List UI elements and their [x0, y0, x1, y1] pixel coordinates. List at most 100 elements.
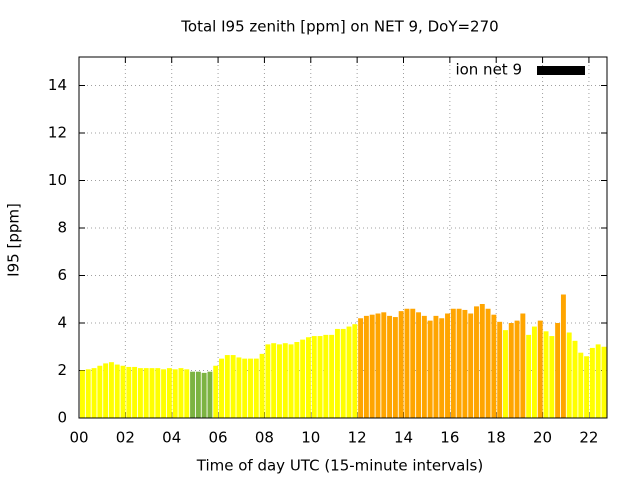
- bar: [334, 328, 340, 418]
- bar: [589, 347, 595, 418]
- bar: [387, 315, 393, 418]
- x-tick-label: 10: [301, 429, 320, 447]
- bar: [358, 318, 364, 418]
- y-tick-label: 6: [57, 266, 67, 284]
- y-tick-label: 2: [57, 361, 67, 379]
- bar: [549, 336, 555, 418]
- bar: [346, 326, 352, 418]
- bar: [97, 365, 103, 418]
- y-tick-label: 10: [48, 171, 67, 189]
- bar: [474, 306, 479, 418]
- bar: [398, 311, 404, 418]
- x-tick-label: 04: [162, 429, 181, 447]
- bar: [572, 340, 578, 418]
- bar: [578, 352, 584, 418]
- legend-label: ion net 9: [455, 61, 522, 79]
- bar: [323, 334, 329, 418]
- y-axis-label: I95 [ppm]: [5, 203, 23, 277]
- x-tick-label: 18: [487, 429, 506, 447]
- bar: [503, 330, 508, 418]
- bar: [468, 313, 474, 418]
- bar: [340, 328, 346, 418]
- y-tick-label: 14: [48, 76, 67, 94]
- bar: [242, 358, 248, 418]
- bar: [445, 313, 450, 418]
- bar: [497, 321, 503, 418]
- x-tick-label: 22: [579, 429, 598, 447]
- bar: [190, 371, 196, 418]
- bar: [288, 344, 294, 418]
- bar: [259, 353, 265, 418]
- bar: [514, 320, 520, 418]
- bar: [421, 315, 427, 418]
- bar: [143, 368, 149, 418]
- bar: [375, 313, 381, 418]
- bar: [560, 294, 566, 418]
- bar: [363, 315, 369, 418]
- bar: [555, 323, 561, 418]
- bar: [520, 313, 526, 418]
- bar: [178, 368, 184, 418]
- bar: [410, 308, 416, 418]
- y-tick-label: 4: [57, 314, 67, 332]
- bar: [253, 358, 259, 418]
- plot-frame: [78, 56, 608, 419]
- bar: [433, 315, 439, 418]
- bar: [479, 304, 485, 418]
- x-tick-label: 00: [69, 429, 88, 447]
- bar: [236, 357, 242, 418]
- bar: [213, 365, 219, 418]
- bar: [85, 369, 91, 418]
- bar: [491, 314, 497, 418]
- bar: [132, 366, 138, 418]
- bar: [126, 366, 132, 418]
- bar: [537, 320, 543, 418]
- bar: [485, 308, 491, 418]
- x-tick-label: 16: [440, 429, 459, 447]
- bar: [601, 346, 607, 418]
- bar: [149, 368, 155, 418]
- y-tick-label: 8: [57, 219, 67, 237]
- bar: [265, 344, 271, 418]
- bar: [91, 368, 97, 418]
- bar: [137, 368, 143, 418]
- bar: [584, 356, 590, 418]
- y-tick-label: 0: [57, 409, 67, 427]
- bar: [161, 369, 167, 418]
- bar: [271, 343, 277, 418]
- bar: [392, 317, 398, 418]
- bar: [427, 320, 433, 418]
- bar: [114, 364, 120, 418]
- bar: [166, 368, 172, 418]
- bar: [207, 371, 213, 418]
- bar: [155, 368, 161, 418]
- bar: [195, 371, 201, 418]
- legend-swatch: [537, 66, 585, 75]
- bar: [300, 339, 306, 418]
- bar: [526, 334, 532, 418]
- bar: [531, 326, 537, 418]
- bar: [311, 336, 317, 418]
- bar: [416, 312, 422, 418]
- x-tick-label: 14: [394, 429, 413, 447]
- bar: [595, 344, 601, 418]
- bar: [230, 355, 236, 418]
- bar: [103, 363, 109, 418]
- bar: [462, 309, 468, 418]
- bar: [329, 334, 335, 418]
- bar: [108, 362, 114, 418]
- bar: [456, 308, 462, 418]
- x-tick-label: 08: [255, 429, 274, 447]
- x-tick-label: 12: [348, 429, 367, 447]
- x-axis-label: Time of day UTC (15-minute intervals): [196, 457, 483, 475]
- bar: [80, 370, 85, 418]
- bar: [201, 372, 207, 418]
- bar: [439, 318, 445, 418]
- y-tick-label: 12: [48, 124, 67, 142]
- bar: [543, 331, 549, 418]
- x-tick-label: 20: [533, 429, 552, 447]
- x-tick-label: 06: [209, 429, 228, 447]
- bar: [305, 337, 311, 418]
- bar: [404, 308, 410, 418]
- bar: [219, 358, 224, 418]
